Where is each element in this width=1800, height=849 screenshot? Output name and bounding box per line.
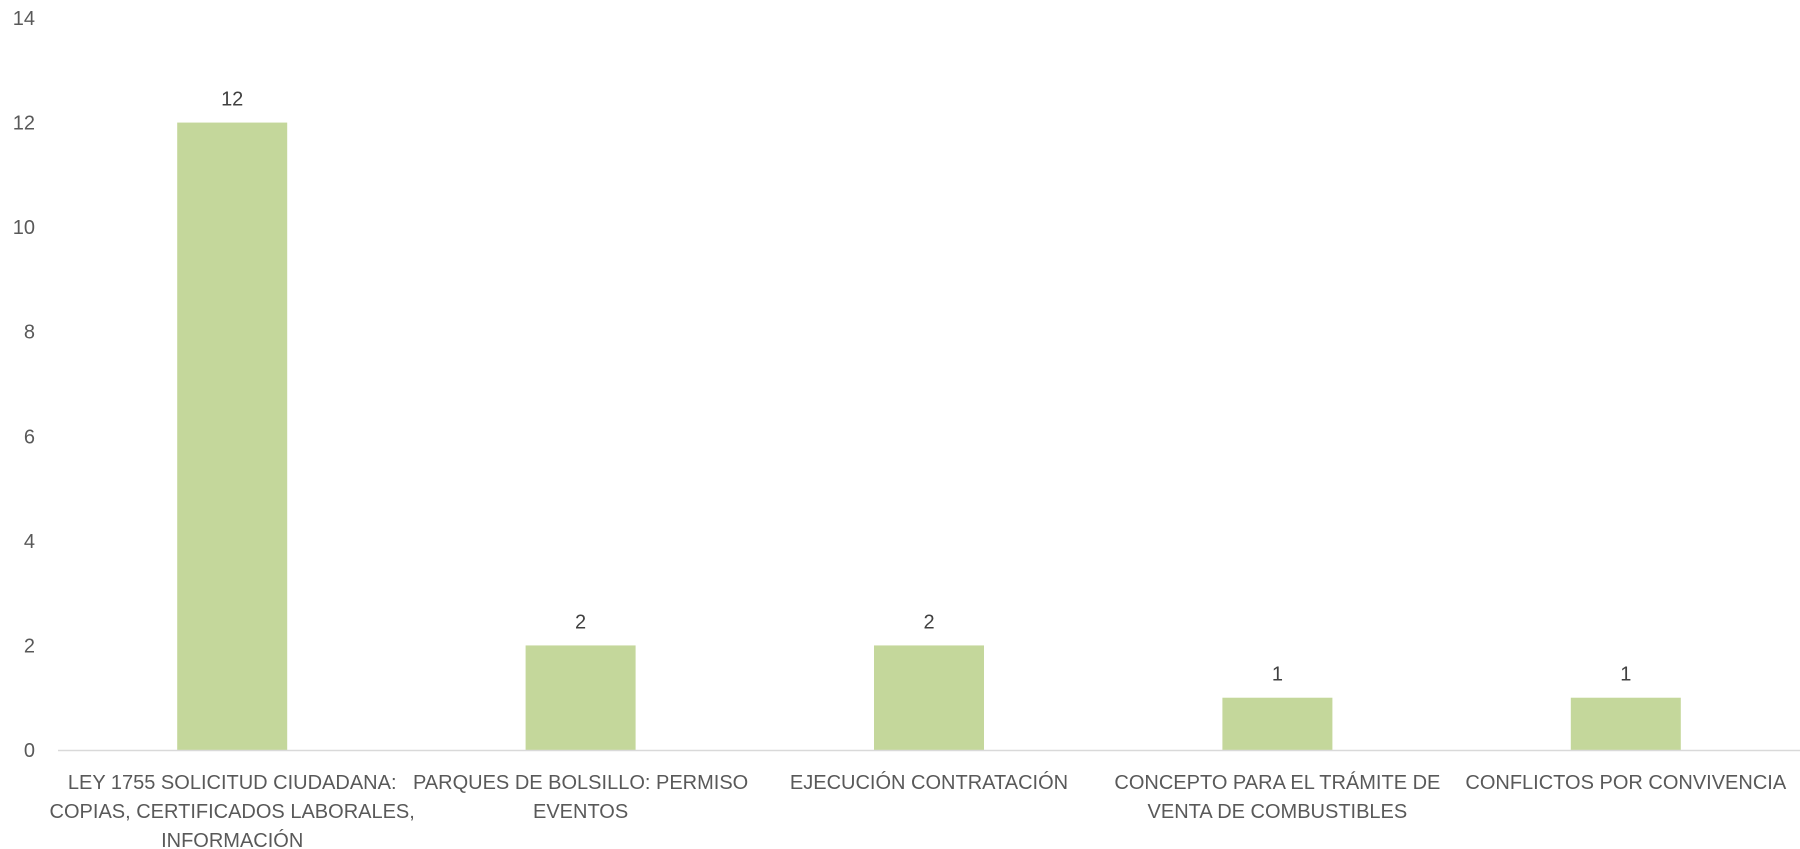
- y-tick-label: 14: [13, 8, 35, 30]
- x-axis: LEY 1755 SOLICITUD CIUDADANA: COPIAS, CER…: [50, 751, 1800, 849]
- data-label: 12: [221, 89, 243, 111]
- category-label-line: CONFLICTOS POR CONVIVENCIA: [1465, 772, 1786, 794]
- y-axis: 0 2 4 6 8 10 12 14: [13, 8, 35, 762]
- bar: [1571, 698, 1681, 750]
- category-label: LEY 1755 SOLICITUD CIUDADANA: COPIAS, CER…: [50, 772, 415, 849]
- category-label-line: LEY 1755 SOLICITUD CIUDADANA:: [68, 772, 397, 794]
- category-label-line: EVENTOS: [533, 801, 628, 823]
- bar: [874, 645, 984, 750]
- category-label: EJECUCIÓN CONTRATACIÓN: [790, 771, 1068, 794]
- category-label-line: CONCEPTO PARA EL TRÁMITE DE: [1114, 771, 1440, 794]
- bar-series: 12 2 2 1 1: [177, 89, 1681, 750]
- bar: [177, 123, 287, 750]
- category-label-line: EJECUCIÓN CONTRATACIÓN: [790, 771, 1068, 794]
- category-label-line: INFORMACIÓN: [161, 829, 303, 849]
- y-tick-label: 10: [13, 217, 35, 239]
- y-tick-label: 12: [13, 113, 35, 135]
- y-tick-label: 6: [24, 426, 35, 448]
- category-label-line: COPIAS, CERTIFICADOS LABORALES,: [50, 801, 415, 823]
- category-label: CONCEPTO PARA EL TRÁMITE DE VENTA DE COMB…: [1114, 771, 1440, 823]
- data-label: 2: [575, 611, 586, 633]
- data-label: 2: [923, 611, 934, 633]
- category-label-line: PARQUES DE BOLSILLO: PERMISO: [413, 772, 748, 794]
- category-label: PARQUES DE BOLSILLO: PERMISO EVENTOS: [413, 772, 748, 823]
- y-tick-label: 8: [24, 322, 35, 344]
- data-label: 1: [1620, 664, 1631, 686]
- bar: [1222, 698, 1332, 750]
- y-tick-label: 0: [24, 740, 35, 762]
- category-label: CONFLICTOS POR CONVIVENCIA: [1465, 772, 1786, 794]
- category-label-line: VENTA DE COMBUSTIBLES: [1148, 801, 1408, 823]
- y-tick-label: 2: [24, 635, 35, 657]
- data-label: 1: [1272, 664, 1283, 686]
- bar: [526, 645, 636, 750]
- y-tick-label: 4: [24, 531, 35, 553]
